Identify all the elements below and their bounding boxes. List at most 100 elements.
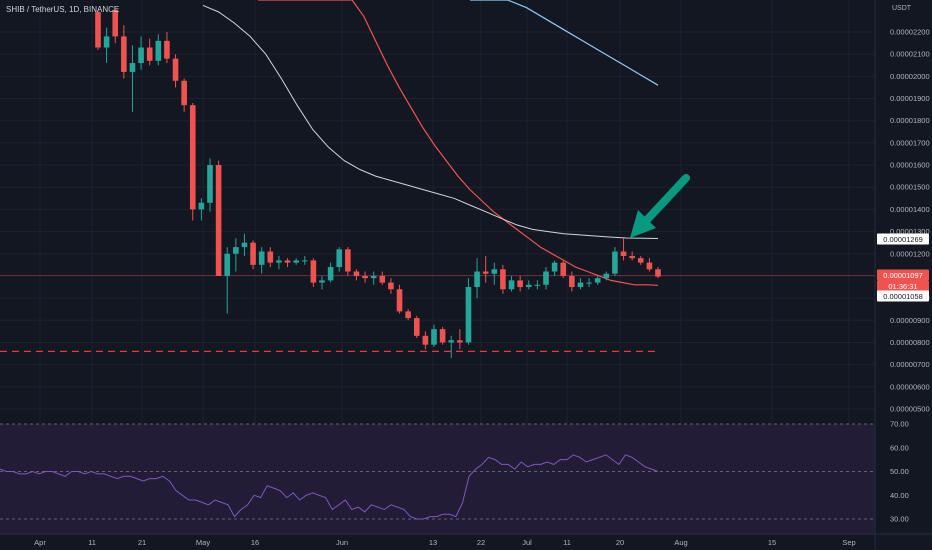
candle — [569, 271, 575, 292]
rsi-tick-label: 30.00 — [890, 515, 909, 524]
candle — [534, 280, 541, 290]
time-tick-label: 11 — [563, 538, 571, 547]
candle — [439, 326, 446, 345]
ma-fast-line — [258, 0, 659, 286]
candle — [491, 262, 498, 285]
candle — [189, 102, 196, 221]
candle — [525, 280, 532, 290]
price-tick-label: 0.00002100 — [890, 50, 930, 59]
ma-fast-price-tag-text: 0.00001058 — [883, 292, 923, 301]
time-tick-label: Jun — [336, 538, 348, 547]
time-tick-label: Aug — [674, 538, 687, 547]
candle-body — [172, 58, 179, 81]
candle-body — [164, 40, 170, 59]
price-tick-label: 0.00002200 — [890, 28, 930, 37]
candle — [629, 251, 635, 261]
candle — [103, 27, 110, 64]
candle — [224, 247, 231, 314]
candle — [293, 258, 299, 265]
candle-body — [508, 280, 515, 290]
countdown-tag-bg — [877, 280, 929, 292]
candle-body — [517, 280, 523, 288]
annotation-arrow — [630, 174, 690, 238]
candle-body — [586, 282, 592, 284]
candle — [95, 9, 101, 50]
candle-body — [482, 271, 489, 274]
ma-mid-price-tag-bg — [877, 233, 929, 245]
price-tick-label: 0.00002000 — [890, 72, 930, 81]
candle-body — [655, 269, 661, 277]
candle-body — [431, 329, 437, 345]
price-tick-label: 0.00001300 — [890, 227, 930, 236]
candle-body — [474, 271, 480, 288]
candle-body — [525, 284, 532, 288]
time-tick-label: May — [196, 538, 210, 547]
candle-body — [121, 36, 127, 72]
candle-body — [629, 255, 635, 259]
last-price-tag-bg — [877, 269, 929, 281]
candle-body — [637, 258, 644, 263]
candle-body — [345, 249, 351, 272]
candle-body — [336, 249, 343, 268]
candle-body — [551, 262, 558, 272]
countdown-tag-text: 01:36:31 — [888, 282, 917, 291]
candle-body — [327, 267, 334, 281]
candle-body — [448, 340, 455, 343]
candle — [250, 240, 256, 270]
price-tick-label: 0.00001500 — [890, 183, 930, 192]
candle — [319, 275, 325, 290]
candle — [457, 329, 463, 350]
candle-body — [241, 242, 248, 248]
candle — [413, 315, 420, 339]
ma-mid-price-tag-text: 0.00001269 — [883, 235, 923, 244]
last-price-tag: 0.00001097 — [877, 269, 929, 281]
candle — [422, 331, 429, 350]
candle — [215, 160, 222, 276]
price-tick-label: 0.00001900 — [890, 94, 930, 103]
candle-body — [594, 278, 601, 283]
candle-body — [534, 284, 541, 286]
candle-body — [577, 282, 584, 288]
candle-body — [181, 80, 187, 106]
candle — [396, 284, 403, 314]
price-tick-label: 0.00000900 — [890, 316, 930, 325]
candle — [181, 78, 187, 112]
candle-body — [379, 275, 386, 283]
candle — [258, 247, 265, 274]
candle — [267, 247, 274, 268]
candle — [233, 238, 239, 272]
candle-body — [319, 280, 325, 283]
candle — [603, 271, 610, 281]
last-price-tag-text: 0.00001097 — [883, 271, 923, 280]
candle-body — [233, 247, 239, 254]
candle-body — [267, 251, 274, 263]
candle-body — [413, 318, 420, 336]
candles — [95, 9, 661, 358]
rsi-line — [0, 454, 659, 520]
candle-body — [189, 105, 196, 210]
candle — [508, 275, 515, 292]
candle-body — [422, 335, 429, 345]
time-tick-label: 11 — [88, 538, 96, 547]
candle — [353, 269, 360, 281]
candle — [560, 260, 567, 279]
candle-body — [620, 251, 627, 256]
candle-body — [310, 260, 317, 283]
candle-body — [491, 269, 498, 274]
candle — [164, 32, 170, 64]
candle — [121, 25, 127, 79]
time-tick-label: 20 — [616, 538, 624, 547]
candle — [207, 158, 213, 212]
candle-body — [258, 251, 265, 265]
candle — [198, 198, 205, 221]
candle — [474, 258, 480, 299]
candle-body — [362, 275, 368, 279]
candle — [551, 260, 558, 276]
candle — [112, 9, 119, 44]
time-tick-label: 22 — [477, 538, 485, 547]
candle — [301, 255, 308, 265]
ma-fast-price-tag-bg — [877, 290, 929, 302]
rsi-band — [0, 424, 875, 534]
time-axis-ticks: Apr 11 21 May 16 Jun 13 22 Jul 11 20 Aug 15 Sep — [34, 538, 856, 547]
